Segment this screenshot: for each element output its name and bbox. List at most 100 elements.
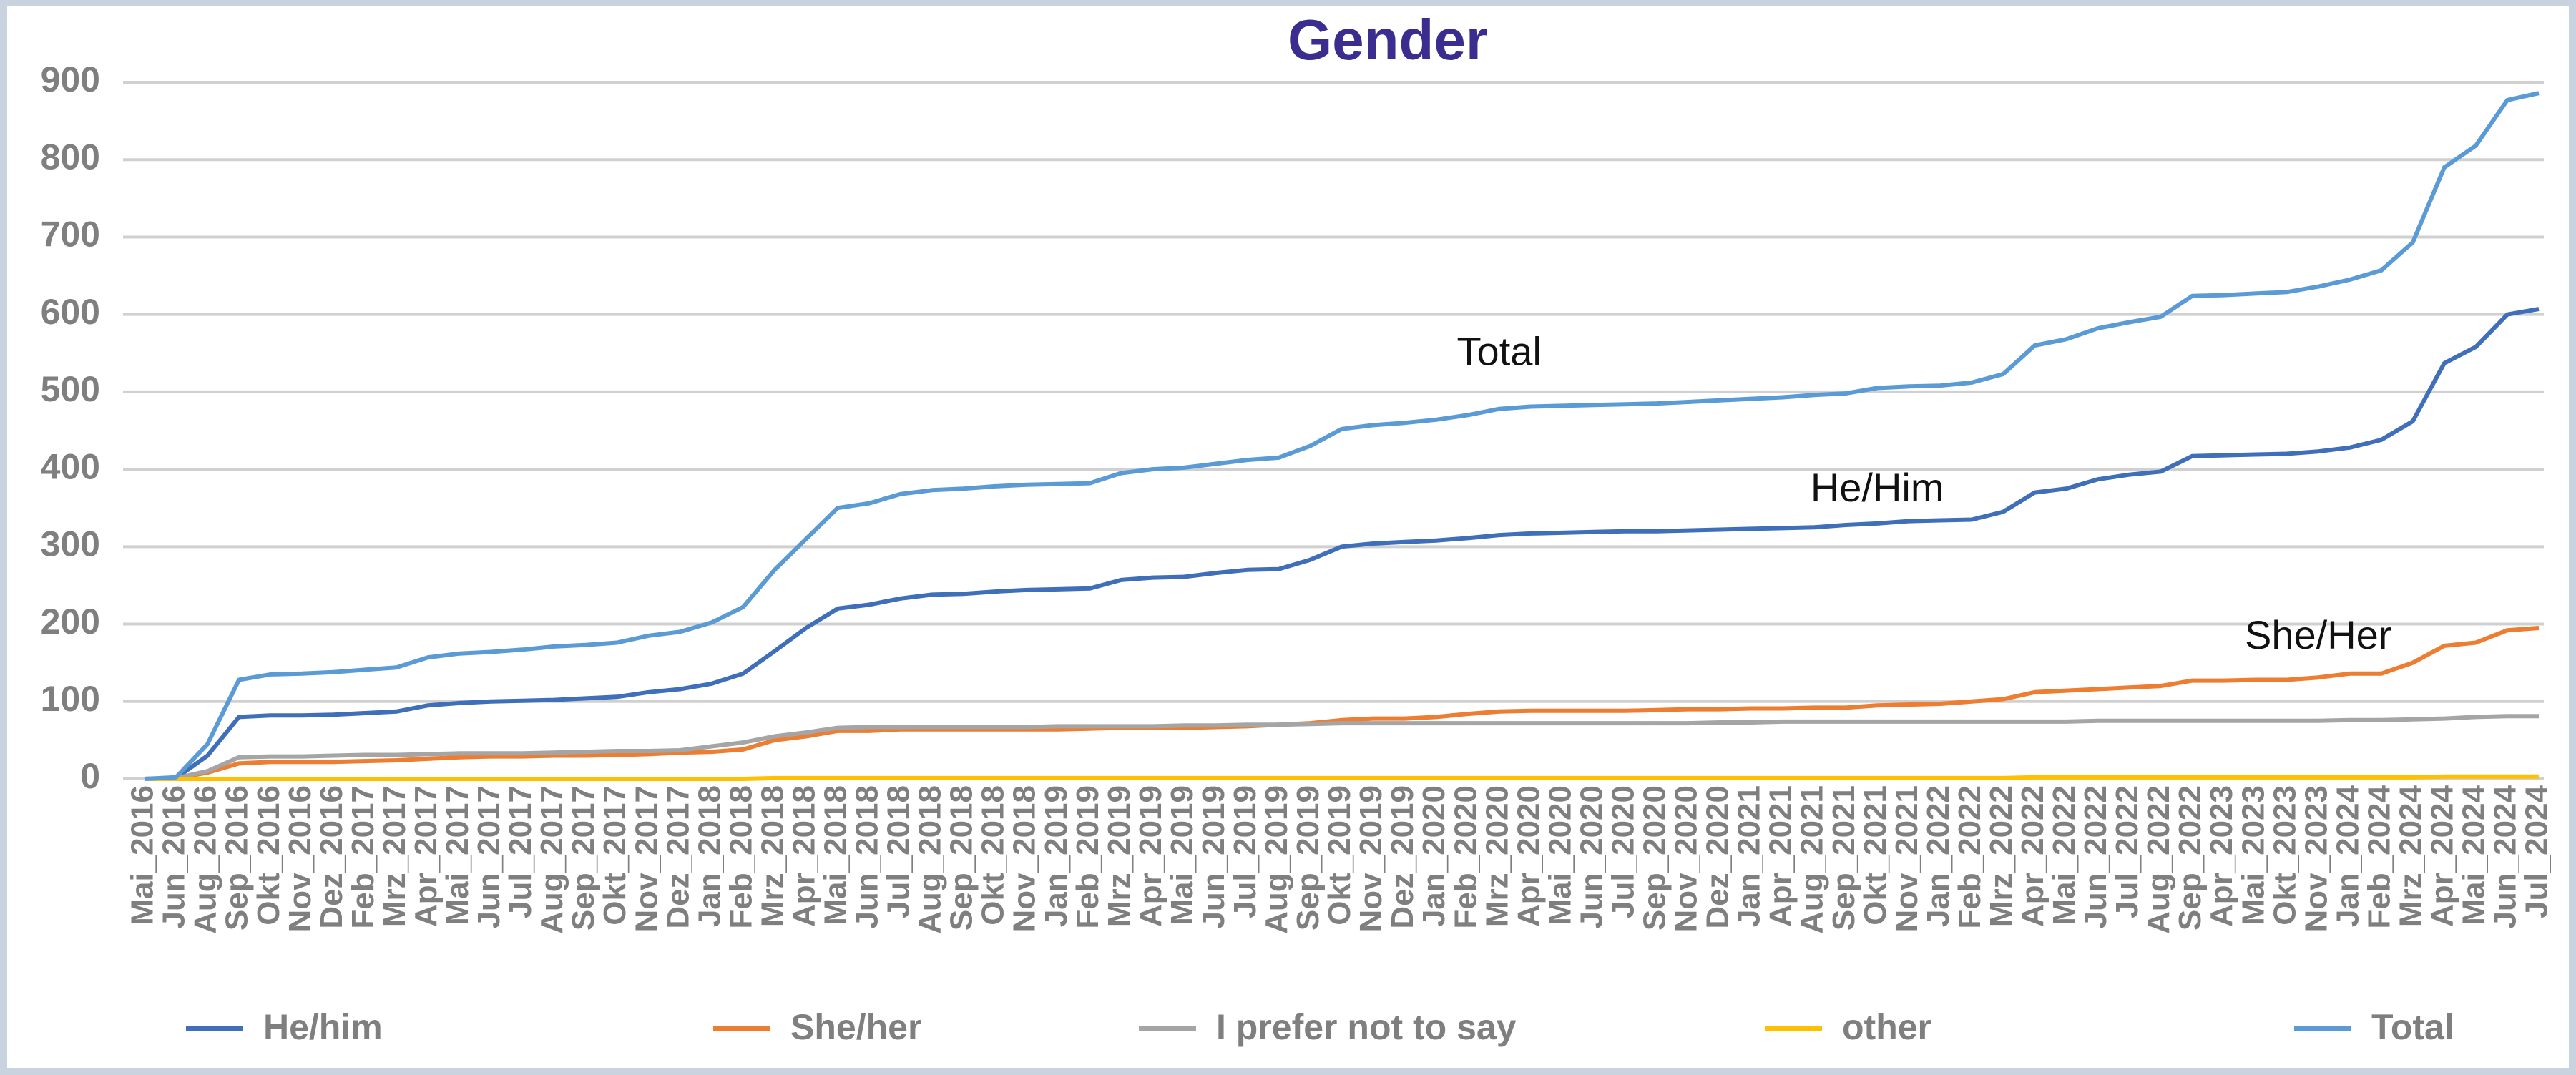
legend-label: other <box>1842 1007 1931 1047</box>
x-tick-label: Apr_2021 <box>1763 785 1798 927</box>
x-tick-label: Okt_2018 <box>976 785 1011 926</box>
y-tick-label: 700 <box>41 215 100 255</box>
legend-label: Total <box>2371 1007 2454 1047</box>
x-tick-label: Apr_2020 <box>1511 785 1546 927</box>
x-tick-label: Nov_2017 <box>629 785 664 932</box>
x-tick-label: Nov_2018 <box>1007 785 1042 932</box>
x-tick-label: Mrz_2019 <box>1102 785 1137 927</box>
x-tick-label: Feb_2018 <box>723 785 758 929</box>
annotation: She/Her <box>2245 612 2391 657</box>
x-tick-label: Feb_2020 <box>1448 785 1483 929</box>
x-tick-label: Sep_2018 <box>944 785 979 931</box>
x-tick-label: Jan_2021 <box>1732 785 1767 927</box>
series-line <box>144 714 2539 781</box>
x-tick-label: Jun_2024 <box>2488 785 2523 928</box>
annotation: Total <box>1457 329 1542 374</box>
x-tick-label: Mrz_2017 <box>377 785 412 927</box>
x-tick-label: Jun_2017 <box>471 785 506 929</box>
x-tick-label: Dez_2019 <box>1385 785 1420 929</box>
x-tick-label: Okt_2017 <box>597 785 632 926</box>
x-tick-label: Mrz_2020 <box>1479 785 1514 927</box>
x-tick-label: Aug_2021 <box>1795 785 1830 934</box>
x-tick-label: Jun_2016 <box>157 785 192 929</box>
x-tick-label: Apr_2017 <box>408 785 444 927</box>
x-tick-label: Jul_2024 <box>2519 785 2555 918</box>
x-tick-label: Nov_2016 <box>283 785 318 932</box>
x-tick-label: Feb_2022 <box>1952 785 1987 929</box>
x-tick-label: Dez_2016 <box>314 785 349 929</box>
y-tick-label: 800 <box>41 137 100 177</box>
y-tick-label: 400 <box>41 446 100 486</box>
y-tick-label: 300 <box>41 524 100 564</box>
x-tick-label: Apr_2019 <box>1133 785 1168 927</box>
x-tick-label: Jan_2024 <box>2330 785 2365 927</box>
x-tick-label: Okt_2023 <box>2267 785 2302 926</box>
x-tick-label: Jul_2020 <box>1605 785 1640 918</box>
x-tick-label: Jul_2017 <box>503 785 538 918</box>
series-line <box>144 91 2540 781</box>
x-tick-label: Jan_2022 <box>1921 785 1956 927</box>
x-tick-label: Okt_2016 <box>251 785 286 926</box>
x-tick-label: Jul_2018 <box>881 785 916 918</box>
x-tick-label: Sep_2017 <box>566 785 601 931</box>
x-tick-label: Nov_2023 <box>2298 785 2333 932</box>
x-tick-label: Mai_2016 <box>125 785 160 926</box>
x-tick-label: Aug_2016 <box>188 785 223 934</box>
x-tick-label: Mai_2023 <box>2235 785 2271 926</box>
x-tick-label: Jul_2019 <box>1228 785 1263 918</box>
x-tick-label: Aug_2019 <box>1259 785 1294 934</box>
y-tick-label: 600 <box>41 292 100 332</box>
x-tick-label: Sep_2019 <box>1291 785 1326 931</box>
x-tick-label: Mrz_2024 <box>2393 785 2428 927</box>
series-line <box>145 774 2539 781</box>
x-tick-label: Jun_2018 <box>850 785 885 929</box>
chart-title: Gender <box>1288 8 1488 72</box>
legend-label: I prefer not to say <box>1216 1007 1517 1047</box>
x-tick-label: Nov_2019 <box>1353 785 1389 932</box>
y-tick-label: 100 <box>41 679 100 719</box>
chart-area <box>7 6 2569 1068</box>
x-tick-label: Mai_2018 <box>818 785 853 926</box>
legend-label: She/her <box>790 1007 921 1047</box>
series-line <box>144 626 2540 781</box>
x-tick-label: Mai_2022 <box>2047 785 2082 926</box>
x-tick-label: Sep_2016 <box>220 785 255 931</box>
x-tick-label: Sep_2021 <box>1826 785 1861 931</box>
x-tick-label: Jun_2020 <box>1574 785 1609 929</box>
x-tick-label: Feb_2019 <box>1070 785 1105 929</box>
x-tick-label: Aug_2018 <box>913 785 948 934</box>
x-tick-label: Mrz_2022 <box>1984 785 2019 927</box>
x-tick-label: Jan_2020 <box>1416 785 1451 927</box>
x-tick-label: Jan_2019 <box>1039 785 1074 927</box>
x-tick-label: Dez_2017 <box>660 785 695 929</box>
x-tick-label: Jun_2019 <box>1196 785 1231 929</box>
series-line <box>144 307 2540 781</box>
x-tick-label: Mai_2019 <box>1165 785 1200 926</box>
legend-label: He/him <box>263 1007 383 1047</box>
x-tick-label: Apr_2024 <box>2425 785 2460 927</box>
x-tick-label: Nov_2021 <box>1889 785 1924 932</box>
x-tick-label: Nov_2020 <box>1669 785 1704 932</box>
x-tick-label: Mai_2017 <box>440 785 475 926</box>
x-tick-label: Apr_2023 <box>2204 785 2239 927</box>
x-tick-label: Okt_2019 <box>1322 785 1357 926</box>
x-tick-label: Apr_2022 <box>2015 785 2050 927</box>
y-tick-label: 200 <box>41 602 100 642</box>
x-tick-label: Aug_2022 <box>2141 785 2176 934</box>
annotation: He/Him <box>1811 465 1944 510</box>
x-tick-label: Aug_2017 <box>534 785 569 934</box>
x-tick-label: Jan_2018 <box>692 785 727 927</box>
x-tick-label: Sep_2022 <box>2173 785 2208 931</box>
x-tick-label: Dez_2020 <box>1700 785 1735 929</box>
x-tick-label: Jun_2022 <box>2078 785 2113 929</box>
y-tick-label: 900 <box>41 59 100 99</box>
x-tick-label: Sep_2020 <box>1637 785 1673 931</box>
x-tick-label: Okt_2021 <box>1858 785 1893 926</box>
x-tick-label: Mai_2020 <box>1542 785 1577 926</box>
x-tick-label: Mai_2024 <box>2457 785 2492 925</box>
x-tick-label: Mrz_2018 <box>755 785 790 927</box>
y-tick-label: 0 <box>80 756 100 796</box>
x-tick-label: Jul_2022 <box>2110 785 2145 918</box>
x-tick-label: Apr_2018 <box>786 785 821 927</box>
